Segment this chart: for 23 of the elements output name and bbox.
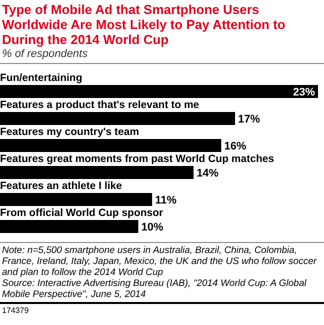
source-note: Source: Interactive Advertising Bureau (IAB), "2014 World Cup: A Global Mobile Perspective", June 5, 2014 [2,278,308,300]
chart-title: Type of Mobile Ad that Smartphone Users Worldwide Are Most Likely to Pay Attention to During the 2014 World Cup [1,1,286,47]
text: 174379 [1,305,30,317]
y-tick-label: From official World Cup sponsor [0,207,164,219]
data-label: 17% [238,114,260,126]
bar [0,166,194,179]
y-tick-label: Features a product that's relevant to me [0,99,200,111]
data-label: 23% [292,86,316,98]
data-label: 14% [196,168,219,180]
data-label: 16% [224,140,246,152]
data-label: 10% [141,222,164,234]
bar [0,112,236,125]
bar [0,139,222,152]
data-label: 11% [155,194,177,206]
y-tick-label: Features my country's team [0,126,140,138]
chart-subtitle: % of respondents [1,47,89,62]
bar [0,220,138,233]
bar [0,193,152,206]
y-tick-label: Features an athlete I like [0,180,122,192]
text: Note: n=5,500 smartphone users in Australia, Brazil, China, Colombia, France, Ireland, Italy, Japan, Mexico, the UK and the US who follow soccer and plan to follow the 2014 World Cup [2,245,318,278]
bar [0,85,318,98]
y-tick-label: Fun/entertaining [0,72,82,84]
y-tick-label: Features great moments from past World Cup matches [0,153,274,165]
